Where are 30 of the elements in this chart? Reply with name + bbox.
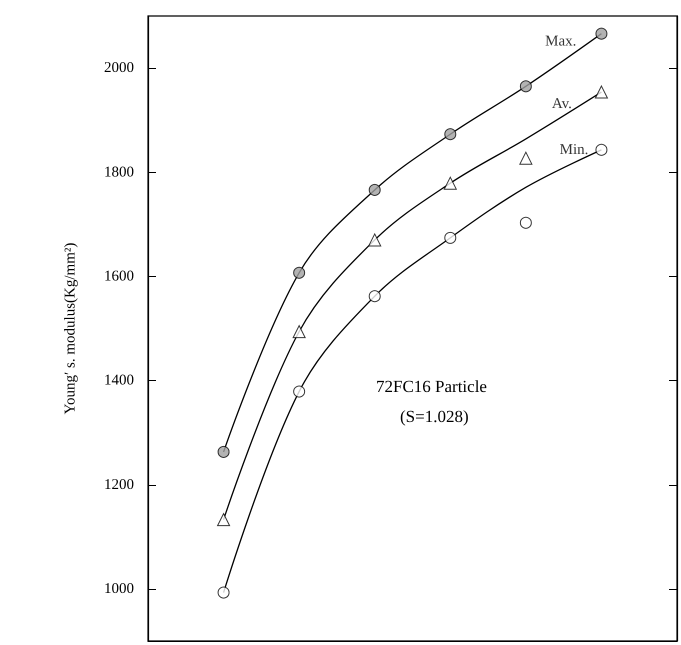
point — [218, 446, 230, 458]
point — [368, 184, 381, 196]
point — [520, 216, 532, 229]
y-tick-label: 1800 — [104, 164, 134, 180]
point — [218, 586, 230, 599]
series-label: Av. — [552, 96, 572, 112]
point — [368, 290, 381, 302]
point — [368, 233, 382, 246]
point — [519, 152, 532, 165]
point — [595, 144, 608, 156]
point — [444, 232, 456, 244]
point — [520, 80, 532, 92]
annotation: (S=1.028) — [400, 407, 469, 426]
annotation: 72FC16 Particle — [376, 377, 487, 396]
point — [595, 28, 608, 40]
point — [292, 325, 306, 338]
point — [293, 266, 306, 279]
series-label: Min. — [560, 142, 588, 158]
y-tick-label: 2000 — [104, 60, 134, 76]
y-tick-label: 1000 — [104, 580, 134, 597]
point — [217, 513, 230, 526]
y-tick-label: 1200 — [104, 476, 134, 493]
point — [594, 86, 608, 99]
y-tick-label: 1400 — [104, 372, 134, 389]
point — [444, 176, 457, 190]
point — [444, 128, 456, 140]
y-axis-title: Young′ s. modulus(Kg/mm²) — [62, 242, 78, 414]
point — [293, 386, 306, 398]
y-tick-label: 1600 — [104, 268, 134, 284]
series-label: Max. — [545, 34, 576, 50]
